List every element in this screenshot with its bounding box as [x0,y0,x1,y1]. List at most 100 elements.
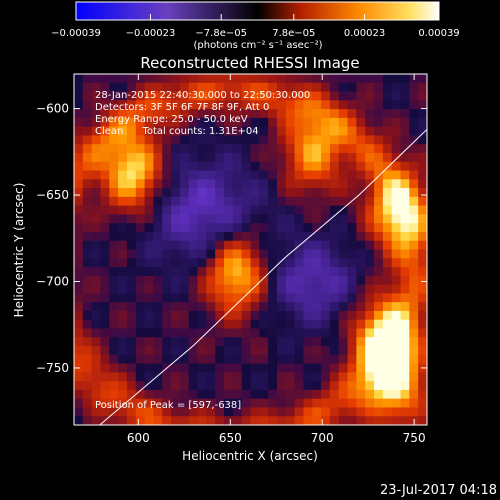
heatmap-cell [329,214,340,224]
heatmap-cell [206,109,216,119]
heatmap-cell [303,135,313,145]
heatmap-cell [241,310,252,321]
heatmap-cell [179,100,190,110]
heatmap-cell [126,161,137,172]
heatmap-cell [338,372,349,382]
heatmap-cell [197,389,207,400]
heatmap-cell [356,416,366,425]
heatmap-cell [374,354,384,365]
heatmap-cell [144,74,155,84]
heatmap-cell [276,346,287,356]
heatmap-cell [224,161,234,172]
heatmap-cell [321,302,331,312]
heatmap-cell [232,152,243,163]
heatmap-cell [250,82,260,93]
heatmap-cell [312,196,322,207]
heatmap-cell [382,109,393,119]
heatmap-cell [215,258,225,268]
heatmap-cell [329,258,340,268]
heatmap-cell [206,267,216,277]
heatmap-cell [171,117,181,128]
heatmap-cell [74,170,84,180]
heatmap-cell [82,389,93,400]
heatmap-cell [312,100,322,110]
heatmap-cell [409,196,419,207]
heatmap-cell [268,319,278,330]
heatmap-cell [197,205,207,215]
heatmap-cell [382,416,393,425]
heatmap-cell [197,144,207,154]
heatmap-cell [153,135,163,145]
heatmap-cell [126,91,137,101]
heatmap-cell [188,205,199,215]
heatmap-cell [153,100,163,110]
heatmap-cell [109,214,119,224]
heatmap-cell [188,91,199,101]
heatmap-cell [153,328,163,338]
heatmap-cell [197,126,207,137]
heatmap-cell [91,310,102,321]
heatmap-cell [356,179,366,189]
heatmap-cell [391,188,402,198]
heatmap-cell [153,381,163,391]
heatmap-cell [100,363,110,373]
heatmap-cell [241,381,252,391]
heatmap-cell [303,205,313,215]
heatmap-cell [188,346,199,356]
heatmap-cell [312,258,322,268]
heatmap-cell [347,196,357,207]
heatmap-cell [356,354,366,365]
heatmap-cell [74,407,84,417]
heatmap-cell [268,310,278,321]
heatmap-cell [312,231,322,242]
heatmap-cell [250,337,260,347]
heatmap-cell [241,74,252,84]
heatmap-cell [418,267,427,277]
heatmap-cell [338,82,349,93]
heatmap-cell [285,337,296,347]
heatmap-cell [100,126,110,137]
heatmap-cell [215,267,225,277]
heatmap-cell [250,328,260,338]
heatmap-cell [224,144,234,154]
heatmap-cell [206,205,216,215]
heatmap-cell [179,293,190,303]
heatmap-cell [391,231,402,242]
heatmap-cell [144,100,155,110]
heatmap-cell [197,310,207,321]
heatmap-cell [215,82,225,93]
heatmap-cell [118,82,128,93]
heatmap-cell [188,416,199,425]
heatmap-cell [268,293,278,303]
heatmap-cell [171,328,181,338]
heatmap-cell [321,346,331,356]
heatmap-cell [74,126,84,137]
heatmap-cell [197,91,207,101]
heatmap-cell [418,126,427,137]
heatmap-cell [259,302,269,312]
heatmap-cell [135,126,146,137]
heatmap-cell [118,170,128,180]
heatmap-cell [232,161,243,172]
heatmap-cell [347,161,357,172]
heatmap-cell [224,109,234,119]
heatmap-cell [391,319,402,330]
heatmap-cell [135,389,146,400]
heatmap-cell [144,381,155,391]
heatmap-cell [321,293,331,303]
heatmap-cell [179,240,190,251]
heatmap-cell [109,135,119,145]
heatmap-cell [294,302,305,312]
heatmap-cell [294,319,305,330]
heatmap-cell [224,100,234,110]
heatmap-cell [391,117,402,128]
heatmap-cell [268,82,278,93]
heatmap-cell [391,416,402,425]
heatmap-cell [82,74,93,84]
heatmap-cell [135,240,146,251]
heatmap-cell [276,135,287,145]
heatmap-cell [365,249,375,259]
heatmap-cell [365,319,375,330]
heatmap-cell [188,117,199,128]
